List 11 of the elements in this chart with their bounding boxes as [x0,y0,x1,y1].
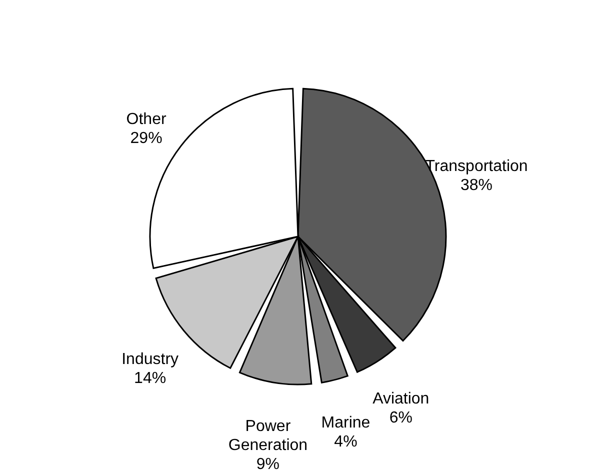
slice-label: Power Generation [228,418,308,454]
data-label: 14% [134,370,166,387]
slice-label: Marine [321,414,370,432]
slice-label: Industry [122,350,179,368]
data-label: 4% [334,433,358,450]
data-label: 29% [130,130,162,147]
data-label: 38% [460,176,493,194]
slice-label: Other [126,110,167,128]
slice-label: Aviation [372,390,430,408]
data-label: 6% [389,410,412,427]
data-label: 9% [256,456,280,473]
